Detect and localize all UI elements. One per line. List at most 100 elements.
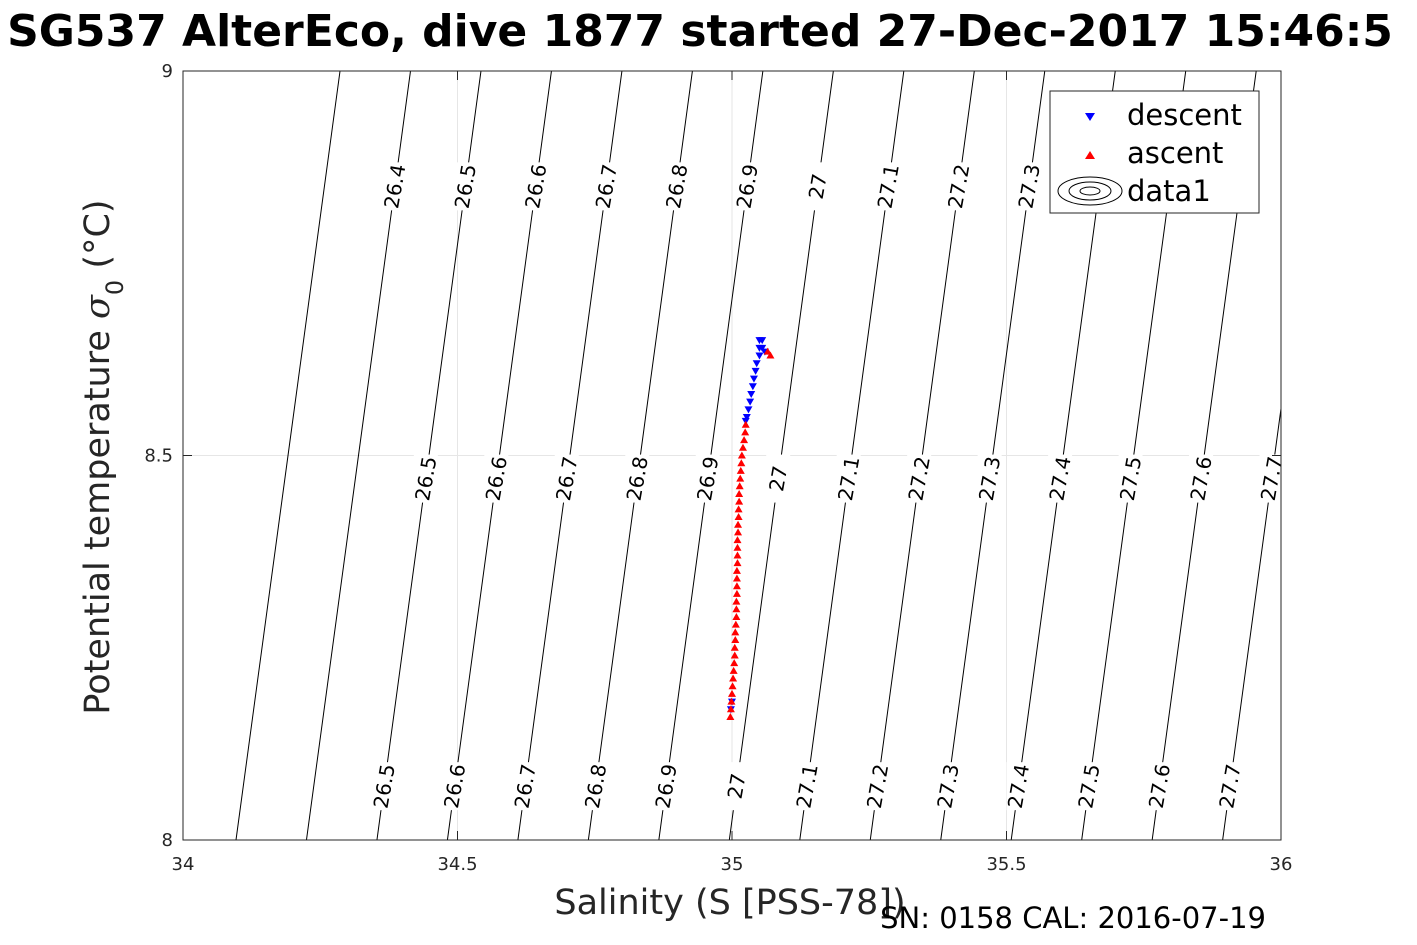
descent-point — [755, 352, 764, 360]
ascent-point — [731, 636, 740, 644]
ascent-point — [732, 589, 741, 597]
contour-label-mask — [1006, 762, 1031, 811]
descent-point — [751, 367, 760, 375]
contour-label-mask — [453, 162, 478, 211]
ascent-point — [726, 712, 735, 720]
ascent-point — [730, 651, 739, 659]
x-tick-label: 34 — [172, 854, 195, 875]
ascent-point — [738, 443, 747, 451]
serial-calibration-footer: SN: 0158 CAL: 2016-07-19 — [880, 901, 1266, 935]
legend-ascent-label: ascent — [1127, 136, 1223, 170]
contour-label: 27 — [764, 464, 792, 493]
contour-label-mask — [513, 762, 538, 811]
ascent-point — [732, 597, 741, 605]
ascent-point — [740, 436, 749, 444]
ascent-point — [736, 474, 745, 482]
contour-label-mask — [695, 454, 720, 503]
y-axis-label-unit: (°C) — [78, 199, 118, 279]
descent-point — [742, 414, 751, 422]
y-axis-ticks: 88.59 — [144, 61, 1281, 851]
contour-label-mask — [413, 454, 438, 503]
ascent-point — [732, 612, 741, 620]
ascent-point — [728, 682, 737, 690]
legend-data1-contour-icon — [1057, 176, 1123, 206]
ascent-point — [735, 482, 744, 490]
y-axis-label-sigma: σ — [78, 294, 118, 319]
contour-label-mask — [836, 454, 861, 503]
contour-label: 27 — [723, 772, 751, 801]
ascent-point — [735, 489, 744, 497]
ascent-point — [731, 628, 740, 636]
descent-point — [752, 360, 761, 368]
contour-label-mask — [523, 162, 548, 211]
ascent-point — [734, 528, 743, 536]
descent-point — [758, 344, 767, 352]
contour-labels: 26.426.526.626.726.826.92727.127.227.327… — [369, 162, 1288, 810]
contour-label-mask — [1217, 762, 1242, 811]
contour-label-mask — [625, 454, 650, 503]
ascent-point — [733, 543, 742, 551]
contour-label-mask — [1017, 162, 1042, 211]
y-tick-label: 9 — [162, 61, 173, 82]
descent-point — [746, 398, 755, 406]
legend-descent-label: descent — [1127, 98, 1242, 132]
contour-label-mask — [1048, 454, 1073, 503]
contour-label-mask — [907, 454, 932, 503]
x-tick-label: 35.5 — [986, 854, 1026, 875]
x-tick-label: 35 — [721, 854, 744, 875]
descent-point — [748, 383, 757, 391]
contour-label-mask — [1076, 762, 1101, 811]
ascent-point — [733, 559, 742, 567]
descent-point — [747, 390, 756, 398]
ascent-point — [732, 582, 741, 590]
contour-label-mask — [654, 762, 679, 811]
contour-label-mask — [554, 454, 579, 503]
contour-label-mask — [1118, 454, 1143, 503]
contour-label-mask — [766, 454, 791, 503]
contour-label-mask — [372, 762, 397, 811]
contour-label-mask — [724, 762, 749, 811]
ascent-point — [766, 351, 775, 359]
ascent-point — [734, 505, 743, 513]
ascent-point — [736, 466, 745, 474]
contour-label-mask — [805, 162, 830, 211]
ascent-point — [732, 574, 741, 582]
contour-label-mask — [664, 162, 689, 211]
data-points — [726, 337, 775, 720]
ascent-point — [729, 666, 738, 674]
descent-point — [744, 406, 753, 414]
contour-label-mask — [946, 162, 971, 211]
legend-ascent-marker — [1085, 151, 1095, 159]
y-tick-label: 8.5 — [144, 446, 173, 467]
legend: descent ascent data1 — [1049, 90, 1260, 214]
contour-label-mask — [442, 762, 467, 811]
contour-label-mask — [936, 762, 961, 811]
contour-label-mask — [795, 762, 820, 811]
ascent-point — [728, 689, 736, 697]
ascent-point — [737, 451, 746, 459]
ascent-point — [729, 674, 738, 682]
contour-label-mask — [735, 162, 760, 211]
contour-label-mask — [865, 762, 890, 811]
chart-title: SG537 AlterEco, dive 1877 started 27-Dec… — [7, 6, 1393, 57]
y-axis-label-main: Potential temperature — [78, 319, 118, 715]
ascent-point — [735, 497, 744, 505]
ascent-point — [737, 459, 746, 467]
x-axis-ticks: 34 34.5 35 35.5 36 — [172, 71, 1293, 875]
contour-label-mask — [382, 162, 407, 211]
contour-label-mask — [484, 454, 509, 503]
legend-descent-marker — [1085, 113, 1095, 121]
contour-label-mask — [583, 762, 608, 811]
legend-box — [1049, 90, 1260, 214]
descent-point — [758, 337, 767, 345]
ascent-point — [732, 605, 741, 613]
ascent-point — [741, 428, 750, 436]
contour-label-mask — [594, 162, 619, 211]
contour-label-mask — [876, 162, 901, 211]
contour-label-mask — [1147, 762, 1172, 811]
ascent-point — [734, 520, 743, 528]
x-tick-label: 36 — [1270, 854, 1293, 875]
x-axis-label: Salinity (S [PSS-78]) — [554, 883, 905, 923]
ascent-point — [734, 513, 743, 521]
